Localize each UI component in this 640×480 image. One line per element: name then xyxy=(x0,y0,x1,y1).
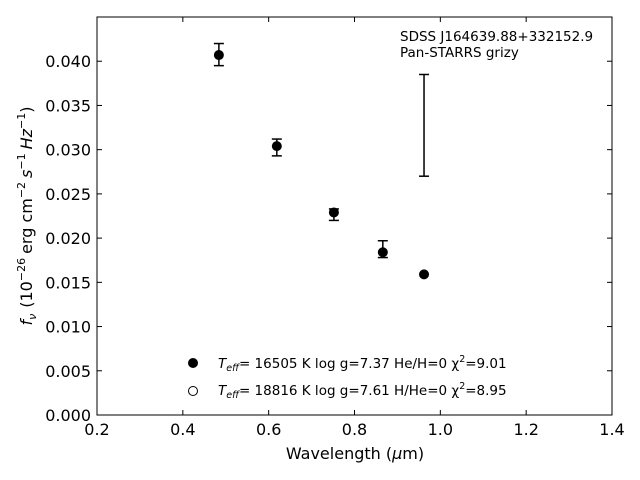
legend-2-params: = 18816 K log g=7.61 H/He=0 χ xyxy=(239,383,459,399)
legend-1-t: T xyxy=(218,356,228,372)
legend-1-eff: eff xyxy=(226,363,240,374)
y-label-exp1: −26 xyxy=(15,258,28,281)
y-tick-label: 0.020 xyxy=(45,229,91,248)
x-tick-label: 0.4 xyxy=(170,420,195,439)
legend: Teff= 16505 K log g=7.37 He/H=0 χ2=9.01 … xyxy=(188,354,507,401)
y-tick-label: 0.015 xyxy=(45,273,91,292)
y-tick-label: 0.030 xyxy=(45,141,91,160)
model-point-filled xyxy=(213,50,224,61)
legend-marker-open xyxy=(188,386,198,396)
y-label-exp3: −1 xyxy=(15,153,28,169)
y-label-s: s xyxy=(17,170,36,178)
error-bars xyxy=(213,42,430,259)
x-tick-label: 0.6 xyxy=(256,420,281,439)
annotation-object-name: SDSS J164639.88+332152.9 xyxy=(400,29,593,45)
annotation-survey: Pan-STARRS grizy xyxy=(400,45,519,61)
y-label-f: f xyxy=(17,318,36,326)
y-tick-label: 0.040 xyxy=(45,52,91,71)
legend-2-sup: 2 xyxy=(459,381,465,392)
model-point-filled xyxy=(271,141,282,152)
legend-2-eff: eff xyxy=(226,390,240,401)
legend-1-sup: 2 xyxy=(459,354,465,365)
x-tick-label: 0.8 xyxy=(342,420,367,439)
x-tick-label: 1.2 xyxy=(513,420,538,439)
x-tick-label: 1.4 xyxy=(599,420,624,439)
legend-entry-2: Teff= 18816 K log g=7.61 H/He=0 χ2=8.95 xyxy=(218,381,507,401)
legend-1-chi: =9.01 xyxy=(465,356,506,372)
model-point-filled xyxy=(377,247,388,258)
y-label-erg: erg cm xyxy=(17,198,36,254)
legend-2-chi: =8.95 xyxy=(465,383,506,399)
model-point-filled xyxy=(328,207,339,218)
y-label-nu: ν xyxy=(26,314,39,320)
y-axis: 0.000 0.005 0.010 0.015 0.020 0.025 0.030 0.035… xyxy=(45,52,612,425)
x-axis-label: Wavelength (μm) xyxy=(286,444,424,463)
y-tick-label: 0.000 xyxy=(45,406,91,425)
y-tick-label: 0.025 xyxy=(45,185,91,204)
x-label-text: Wavelength ( xyxy=(286,444,392,463)
y-axis-label: fν(10−26erg cm−2s−1Hz−1) xyxy=(15,106,39,325)
x-axis: 0.2 0.4 0.6 0.8 1.0 1.2 1.4 xyxy=(84,17,625,439)
legend-entry-1: Teff= 16505 K log g=7.37 He/H=0 χ2=9.01 xyxy=(218,354,507,374)
model-point-filled xyxy=(419,269,430,280)
y-tick-label: 0.005 xyxy=(45,362,91,381)
y-label-exp4: −1 xyxy=(15,113,28,129)
y-label-hz: Hz xyxy=(17,128,36,149)
y-label-close: ) xyxy=(17,106,36,112)
x-label-mu: μ xyxy=(391,444,402,463)
x-label-unit: m) xyxy=(402,444,424,463)
y-label-open: (10 xyxy=(17,281,36,308)
legend-marker-filled xyxy=(188,358,198,368)
x-tick-label: 0.2 xyxy=(84,420,109,439)
y-tick-label: 0.035 xyxy=(45,96,91,115)
data-points xyxy=(213,50,430,280)
legend-1-params: = 16505 K log g=7.37 He/H=0 χ xyxy=(239,356,459,372)
y-tick-label: 0.010 xyxy=(45,318,91,337)
legend-2-t: T xyxy=(218,383,228,399)
x-tick-label: 1.0 xyxy=(428,420,453,439)
y-label-exp2: −2 xyxy=(15,182,28,198)
